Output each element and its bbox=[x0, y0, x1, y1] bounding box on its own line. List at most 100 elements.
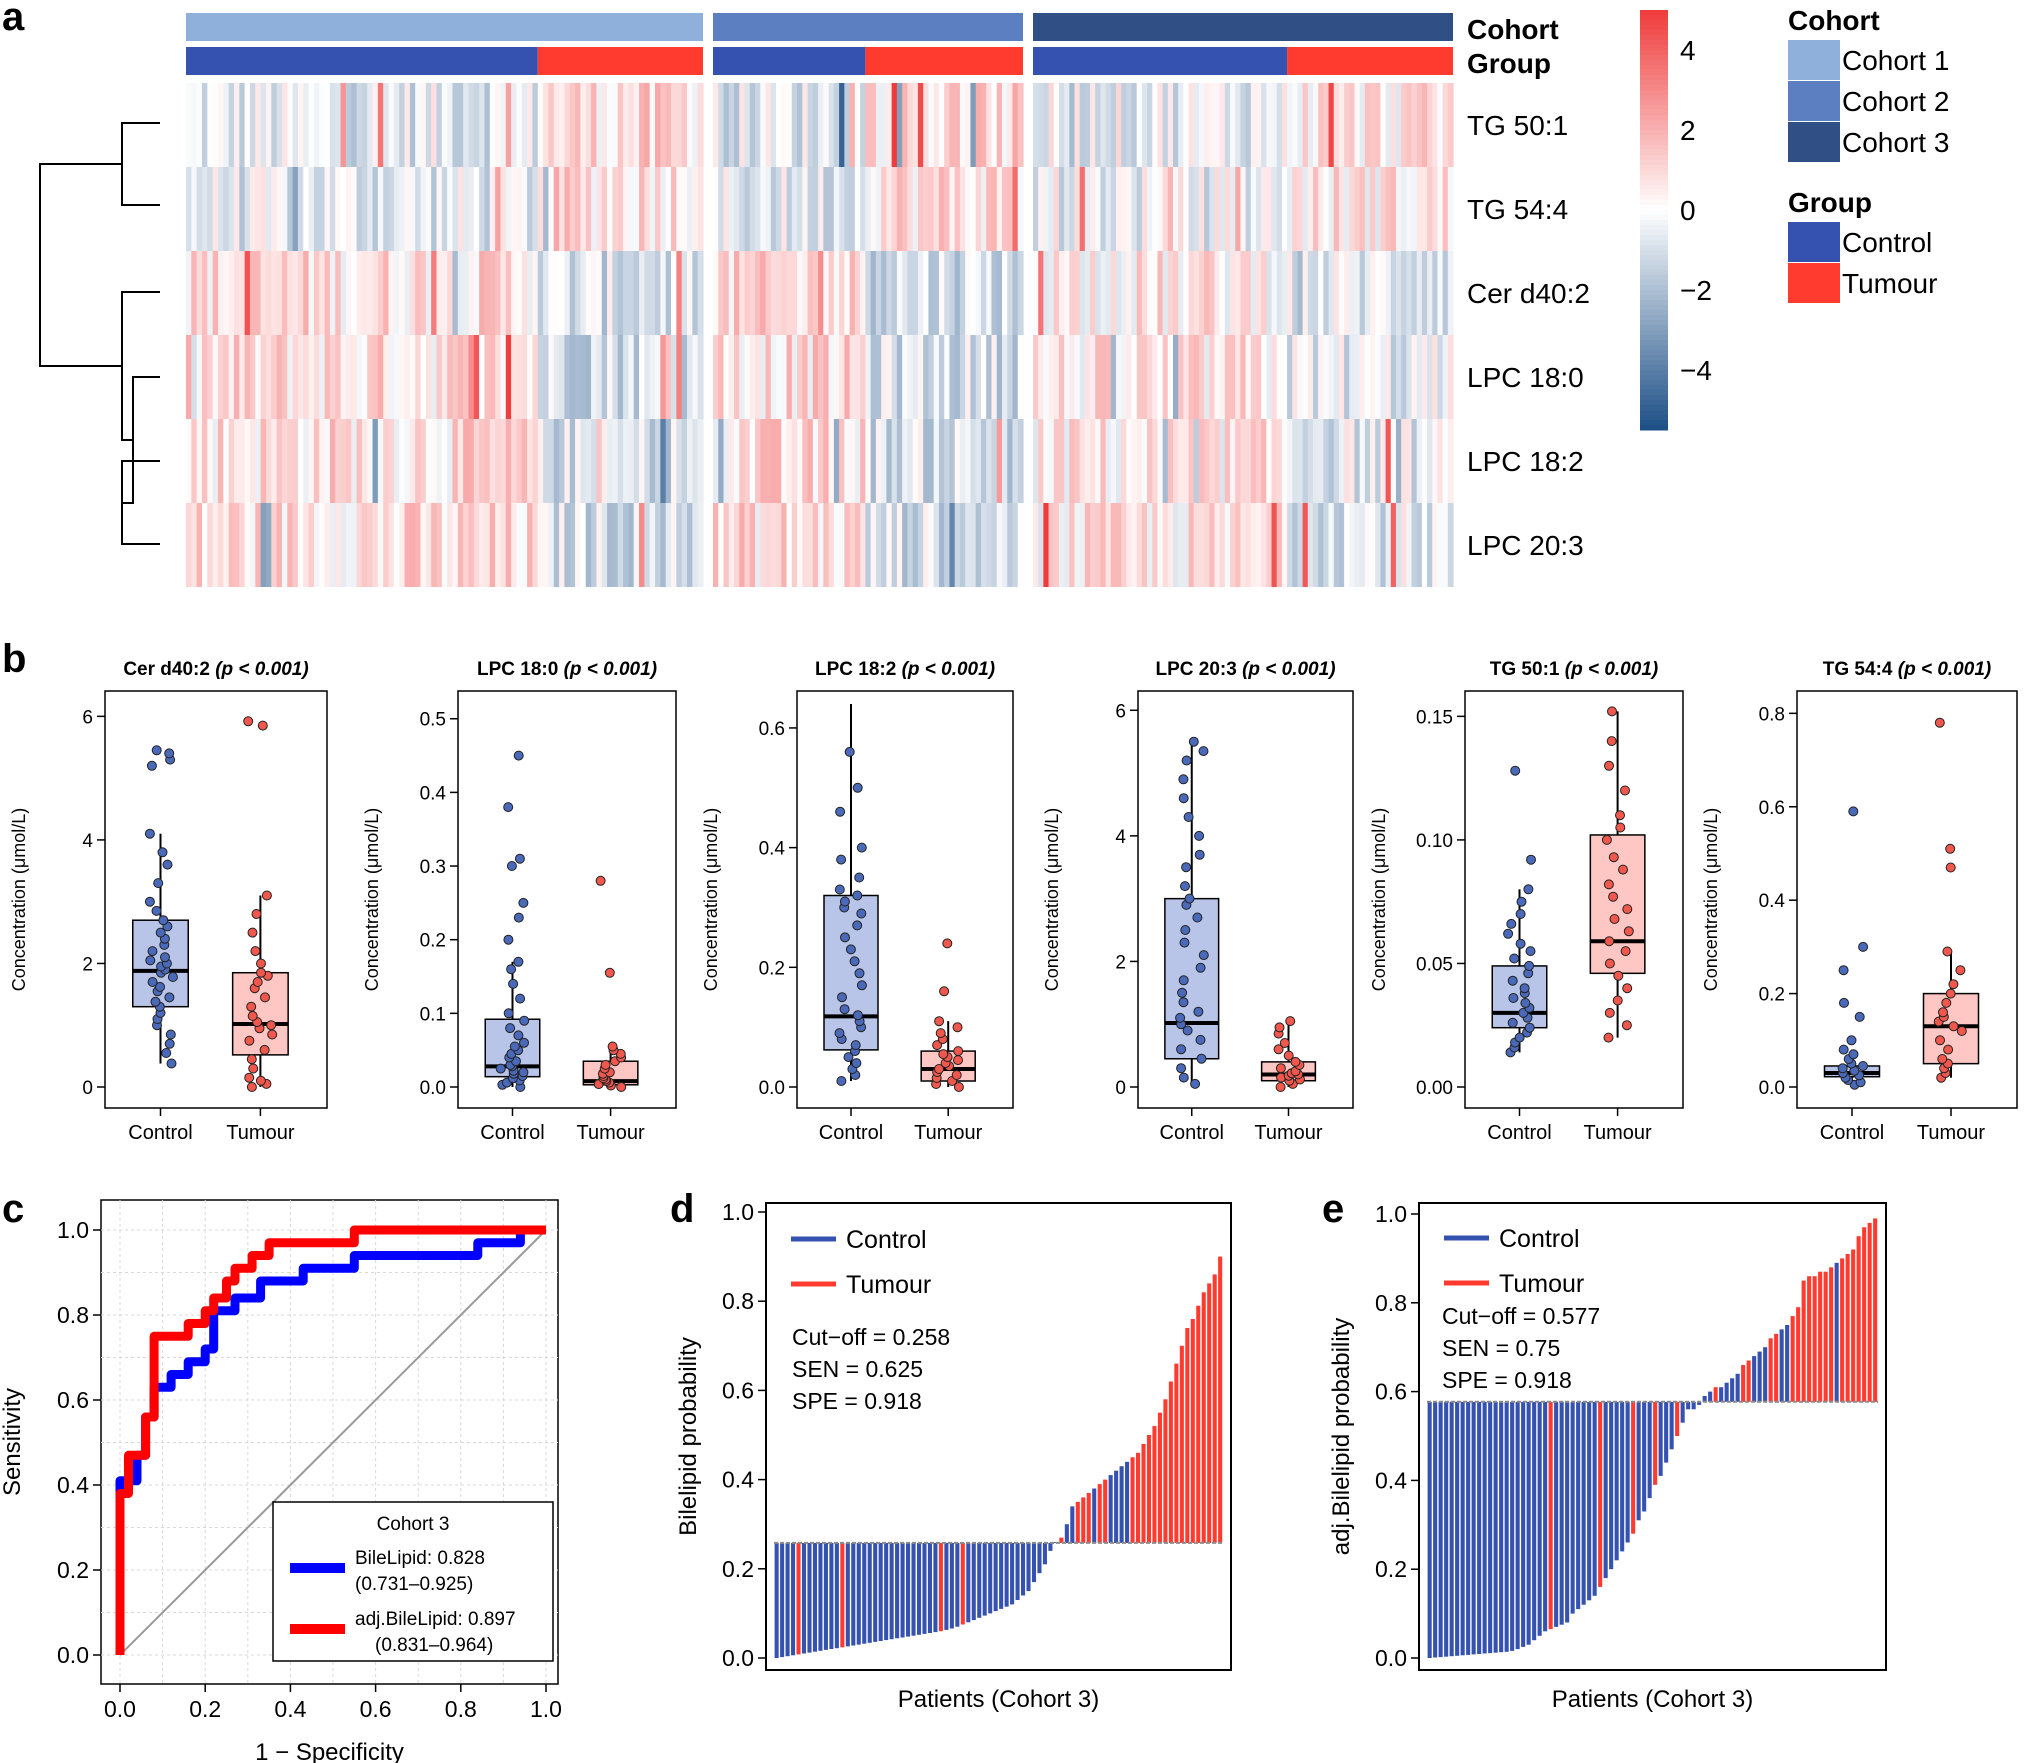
heat-cell bbox=[580, 167, 587, 251]
bar bbox=[785, 1542, 790, 1657]
panel-b-boxplots: b Cer d40:2 (p < 0.001)0246Concentration… bbox=[2, 637, 2018, 1144]
boxplot-title: LPC 18:2 (p < 0.001) bbox=[815, 659, 995, 680]
x-tick-label: 0.6 bbox=[360, 1696, 392, 1722]
heat-cell bbox=[676, 503, 683, 587]
data-point bbox=[1519, 983, 1530, 994]
y-tick-label: 0.5 bbox=[420, 710, 446, 731]
data-point bbox=[503, 802, 514, 813]
bar bbox=[1081, 1497, 1086, 1543]
heat-cell bbox=[660, 83, 667, 167]
x-tick-label: Tumour bbox=[1584, 1122, 1653, 1144]
bar bbox=[1207, 1283, 1212, 1543]
heat-cell bbox=[201, 419, 208, 503]
heat-cell bbox=[781, 251, 788, 335]
data-point bbox=[951, 1070, 962, 1080]
heat-cell bbox=[463, 335, 470, 419]
y-tick-label: 0.2 bbox=[420, 931, 446, 952]
x-tick-label: Tumour bbox=[577, 1122, 646, 1144]
heat-cell bbox=[986, 83, 993, 167]
heat-cell bbox=[755, 419, 761, 503]
heat-cell bbox=[818, 503, 824, 587]
heat-cell bbox=[420, 83, 427, 167]
data-point bbox=[1283, 1050, 1294, 1061]
heat-cell bbox=[728, 419, 735, 503]
heat-cell bbox=[875, 335, 882, 419]
bar bbox=[993, 1542, 998, 1612]
bar bbox=[1779, 1329, 1784, 1402]
y-tick-label: 0.0 bbox=[57, 1642, 89, 1668]
heat-cell bbox=[281, 335, 288, 419]
heat-cell bbox=[1043, 167, 1050, 251]
heat-cell bbox=[1121, 503, 1127, 587]
heat-cell bbox=[1318, 503, 1324, 587]
colorbar-tick-label: 4 bbox=[1680, 35, 1696, 66]
bar bbox=[1807, 1276, 1812, 1402]
heat-cell bbox=[1437, 503, 1444, 587]
heat-cell bbox=[781, 503, 788, 587]
heat-cell bbox=[860, 251, 866, 335]
heat-cell bbox=[244, 167, 251, 251]
heat-cell bbox=[612, 167, 619, 251]
heat-cell bbox=[1271, 335, 1278, 419]
heat-cell bbox=[881, 251, 887, 335]
colorbar-step bbox=[1640, 140, 1668, 146]
heat-cell bbox=[980, 83, 987, 167]
heat-cell bbox=[687, 167, 693, 251]
heat-cell bbox=[1281, 167, 1288, 251]
boxplot-title-text: LPC 18:0 bbox=[477, 659, 564, 680]
heat-cell bbox=[1245, 419, 1252, 503]
heat-cell bbox=[1281, 419, 1288, 503]
heat-cell bbox=[781, 83, 788, 167]
data-point bbox=[514, 853, 525, 864]
heat-cell bbox=[457, 83, 464, 167]
bar bbox=[1691, 1401, 1696, 1410]
data-point bbox=[164, 1038, 175, 1049]
y-tick-label: 0.4 bbox=[759, 839, 786, 860]
heat-cell bbox=[760, 167, 767, 251]
heat-cell bbox=[1136, 335, 1143, 419]
data-point bbox=[495, 1063, 506, 1074]
heat-cell bbox=[886, 167, 893, 251]
heat-cell bbox=[1214, 251, 1221, 335]
heat-cell bbox=[1100, 83, 1107, 167]
heat-cell bbox=[1250, 503, 1257, 587]
heat-cell bbox=[1235, 167, 1242, 251]
colorbar-step bbox=[1640, 270, 1668, 276]
heat-cell bbox=[676, 167, 683, 251]
heat-cell bbox=[617, 251, 624, 335]
heat-cell bbox=[949, 419, 956, 503]
row-label: LPC 20:3 bbox=[1467, 530, 1584, 561]
data-point bbox=[953, 1082, 964, 1092]
legend-label-tumour: Tumour bbox=[846, 1271, 931, 1299]
heat-cell bbox=[537, 83, 544, 167]
heat-cell bbox=[324, 167, 331, 251]
heat-cell bbox=[596, 251, 603, 335]
heat-cell bbox=[902, 251, 908, 335]
bar bbox=[1581, 1401, 1586, 1605]
heat-cell bbox=[196, 83, 203, 167]
heat-cell bbox=[1432, 419, 1439, 503]
heat-cell bbox=[639, 167, 645, 251]
colorbar-step bbox=[1640, 130, 1668, 136]
heat-cell bbox=[244, 503, 251, 587]
heat-cell bbox=[372, 251, 379, 335]
heat-cell bbox=[965, 83, 972, 167]
data-point bbox=[1510, 765, 1521, 776]
data-point bbox=[1942, 946, 1953, 957]
heat-cell bbox=[521, 503, 528, 587]
heat-cell bbox=[865, 335, 872, 419]
heat-cell bbox=[335, 83, 342, 167]
heat-cell bbox=[409, 503, 416, 587]
heat-cell bbox=[839, 251, 845, 335]
heat-cell bbox=[489, 419, 496, 503]
data-point bbox=[1621, 1020, 1632, 1031]
boxplot-pvalue: (p < 0.001) bbox=[1242, 659, 1335, 680]
heat-cell bbox=[420, 167, 427, 251]
colorbar-step bbox=[1640, 205, 1668, 211]
data-point bbox=[856, 908, 867, 919]
heat-cell bbox=[938, 83, 945, 167]
data-point bbox=[261, 890, 272, 901]
bar-frame bbox=[1418, 1202, 1887, 1671]
heat-cell bbox=[1276, 419, 1283, 503]
heat-cell bbox=[755, 167, 761, 251]
